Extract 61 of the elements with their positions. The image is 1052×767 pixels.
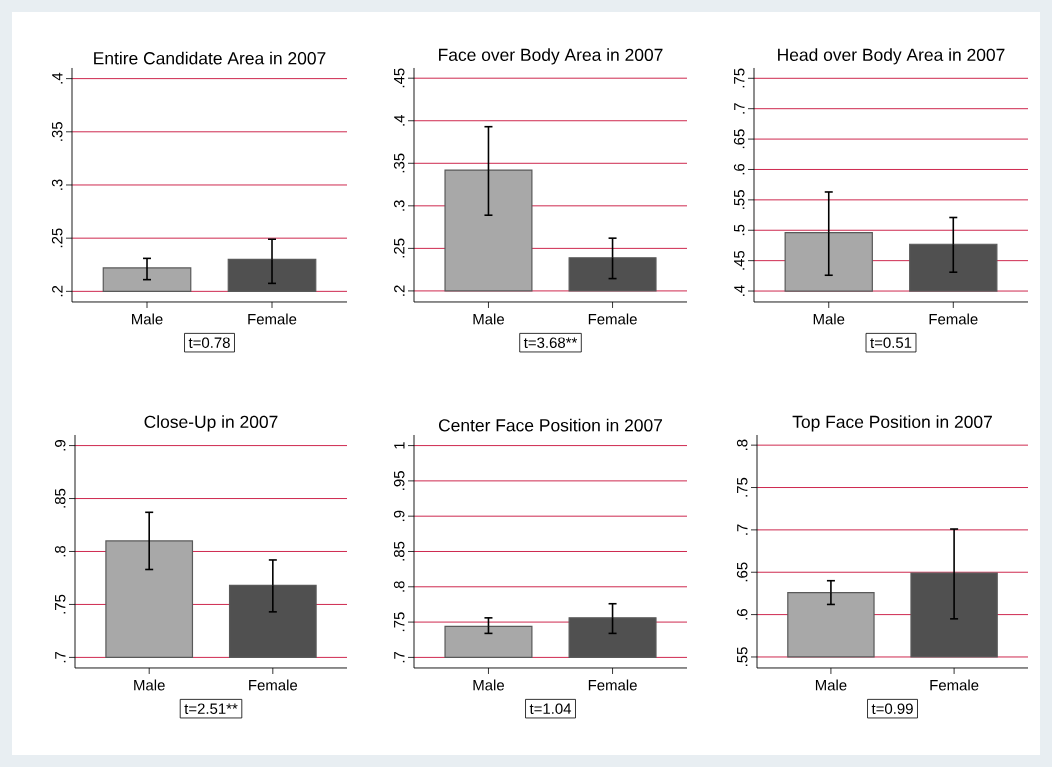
text: t=3.68** <box>523 337 578 348</box>
chart-title: Top Face Position in 2007 <box>792 415 992 432</box>
y-tick-label: .35 <box>393 153 405 173</box>
x-tick-label: Male <box>134 679 165 691</box>
chart-title: Center Face Position in 2007 <box>438 418 663 432</box>
y-tick-label: .35 <box>51 122 63 141</box>
y-tick-label: .4 <box>394 114 405 126</box>
text: t=0.51 <box>870 337 912 348</box>
y-tick-label: .6 <box>736 609 748 620</box>
y-tick-label: .25 <box>393 238 405 258</box>
y-tick-label: .8 <box>393 581 405 592</box>
chart-title: Head over Body Area in 2007 <box>778 48 1005 65</box>
y-tick-label: .3 <box>393 200 405 211</box>
x-tick-label: Female <box>588 679 637 691</box>
y-tick-label: .2 <box>52 285 63 297</box>
x-tick-label: Male <box>813 313 845 325</box>
x-tick-label: Female <box>249 679 298 691</box>
y-tick-label: .95 <box>393 471 405 490</box>
x-tick-label: Female <box>588 313 637 325</box>
y-tick-label: .55 <box>734 190 745 209</box>
x-tick-label: Male <box>473 313 504 325</box>
y-tick-label: .85 <box>54 488 66 508</box>
y-tick-label: .4 <box>734 285 745 296</box>
y-tick-label: .75 <box>737 477 748 497</box>
y-tick-label: .55 <box>737 647 748 666</box>
y-tick-label: .25 <box>51 228 63 248</box>
text: t=1.04 <box>529 703 572 714</box>
y-tick-label: .9 <box>54 440 66 451</box>
y-tick-label: .75 <box>394 612 405 632</box>
chart-title: Face over Body Area in 2007 <box>439 48 663 65</box>
y-tick-label: .7 <box>394 651 405 663</box>
y-tick-label: .5 <box>734 224 745 236</box>
chart-title: Entire Candidate Area in 2007 <box>94 51 326 65</box>
y-tick-label: .3 <box>51 179 63 190</box>
y-tick-label: 1 <box>394 442 405 449</box>
y-tick-label: .85 <box>393 541 405 561</box>
y-tick-label: .7 <box>737 524 748 535</box>
text: t=0.78 <box>188 337 230 348</box>
y-tick-label: .65 <box>736 562 748 582</box>
y-tick-label: .7 <box>55 651 66 663</box>
text: t=2.51** <box>184 703 238 714</box>
text: t=0.99 <box>871 703 913 714</box>
y-tick-label: .7 <box>734 103 745 114</box>
y-tick-label: .65 <box>733 129 745 149</box>
x-tick-label: Male <box>815 679 847 691</box>
y-tick-label: .75 <box>55 594 66 614</box>
x-tick-label: Female <box>248 313 297 325</box>
x-tick-label: Female <box>930 679 979 691</box>
x-tick-label: Female <box>929 313 978 325</box>
x-tick-label: Male <box>473 679 504 691</box>
y-tick-label: .45 <box>734 250 745 270</box>
chart-title: Close-Up in 2007 <box>144 415 278 432</box>
y-tick-label: .75 <box>734 68 745 88</box>
y-tick-label: .8 <box>54 545 66 557</box>
y-tick-label: .45 <box>394 68 405 88</box>
x-tick-label: Male <box>132 313 163 325</box>
y-tick-label: .4 <box>52 72 63 84</box>
y-tick-label: .9 <box>393 510 405 522</box>
y-tick-label: .8 <box>736 439 748 451</box>
y-tick-label: .6 <box>733 163 745 175</box>
y-tick-label: .2 <box>394 285 405 296</box>
